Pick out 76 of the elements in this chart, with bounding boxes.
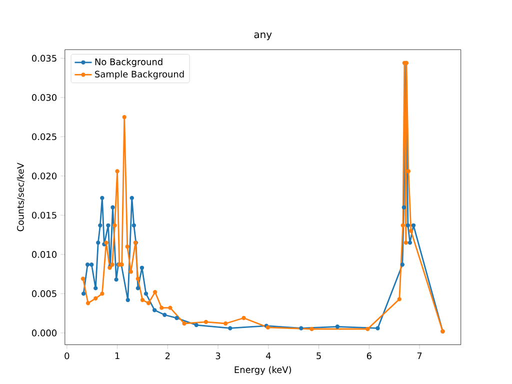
point	[160, 306, 164, 310]
point	[406, 223, 410, 228]
point	[376, 326, 380, 330]
y-tick-label: 0.020	[32, 172, 57, 180]
point	[204, 320, 208, 324]
point	[194, 322, 198, 328]
point	[140, 266, 144, 270]
legend-label: No Background	[95, 58, 162, 67]
y-tick-label: 0.030	[32, 94, 57, 101]
point	[94, 286, 98, 290]
y-tick-label: 0.010	[32, 250, 57, 258]
point	[90, 262, 94, 267]
point	[128, 269, 133, 274]
point	[400, 223, 406, 228]
point	[400, 262, 405, 267]
x-axis-title: Energy (keV)	[234, 366, 292, 375]
point	[112, 223, 117, 228]
point	[366, 326, 370, 331]
point	[144, 291, 148, 296]
point	[136, 286, 140, 290]
x-tick-label: 1	[115, 352, 120, 359]
point	[408, 240, 412, 245]
point	[335, 324, 340, 329]
point	[404, 240, 408, 245]
point	[152, 308, 157, 312]
point	[242, 316, 246, 320]
point	[94, 296, 98, 300]
point	[146, 300, 151, 306]
y-tick-label: 0.015	[32, 212, 56, 218]
point	[80, 276, 86, 281]
point	[140, 298, 145, 302]
point	[168, 306, 172, 310]
point	[126, 298, 130, 302]
point	[98, 223, 102, 228]
point	[299, 326, 304, 330]
point	[114, 277, 118, 282]
x-tick-label: 0	[64, 352, 70, 360]
point	[402, 205, 406, 210]
chart-title: any	[254, 32, 272, 40]
legend-label: Sample Background	[95, 70, 184, 80]
point	[174, 316, 179, 320]
point	[86, 300, 90, 306]
point	[411, 223, 416, 228]
x-tick-label: 7	[417, 352, 422, 359]
y-tick-label: 0.000	[32, 329, 57, 336]
point	[130, 196, 134, 200]
point	[81, 291, 86, 296]
point	[228, 326, 232, 330]
point	[397, 296, 402, 302]
point	[182, 321, 186, 326]
point	[122, 114, 126, 120]
point	[310, 326, 314, 331]
point	[408, 228, 414, 233]
x-tick-label: 2	[165, 352, 170, 359]
point	[106, 223, 110, 228]
point	[115, 169, 120, 174]
point	[85, 262, 90, 267]
y-tick-label: 0.025	[32, 133, 56, 140]
y-tick-label: 0.035	[32, 54, 56, 62]
point	[152, 290, 158, 294]
y-tick-label: 0.005	[32, 290, 56, 297]
x-tick-label: 4	[266, 352, 271, 359]
y-axis-title: Counts/sec/keV	[16, 162, 25, 232]
point	[224, 321, 228, 326]
point	[406, 169, 411, 174]
point	[100, 291, 104, 296]
point	[136, 276, 140, 281]
point	[132, 223, 136, 228]
point	[96, 240, 100, 245]
point	[125, 244, 130, 249]
point	[162, 312, 167, 317]
point	[110, 205, 115, 210]
x-tick-label: 5	[316, 352, 321, 359]
point	[100, 196, 104, 200]
x-tick-label: 3	[216, 352, 220, 360]
x-tick-label: 6	[366, 352, 372, 360]
